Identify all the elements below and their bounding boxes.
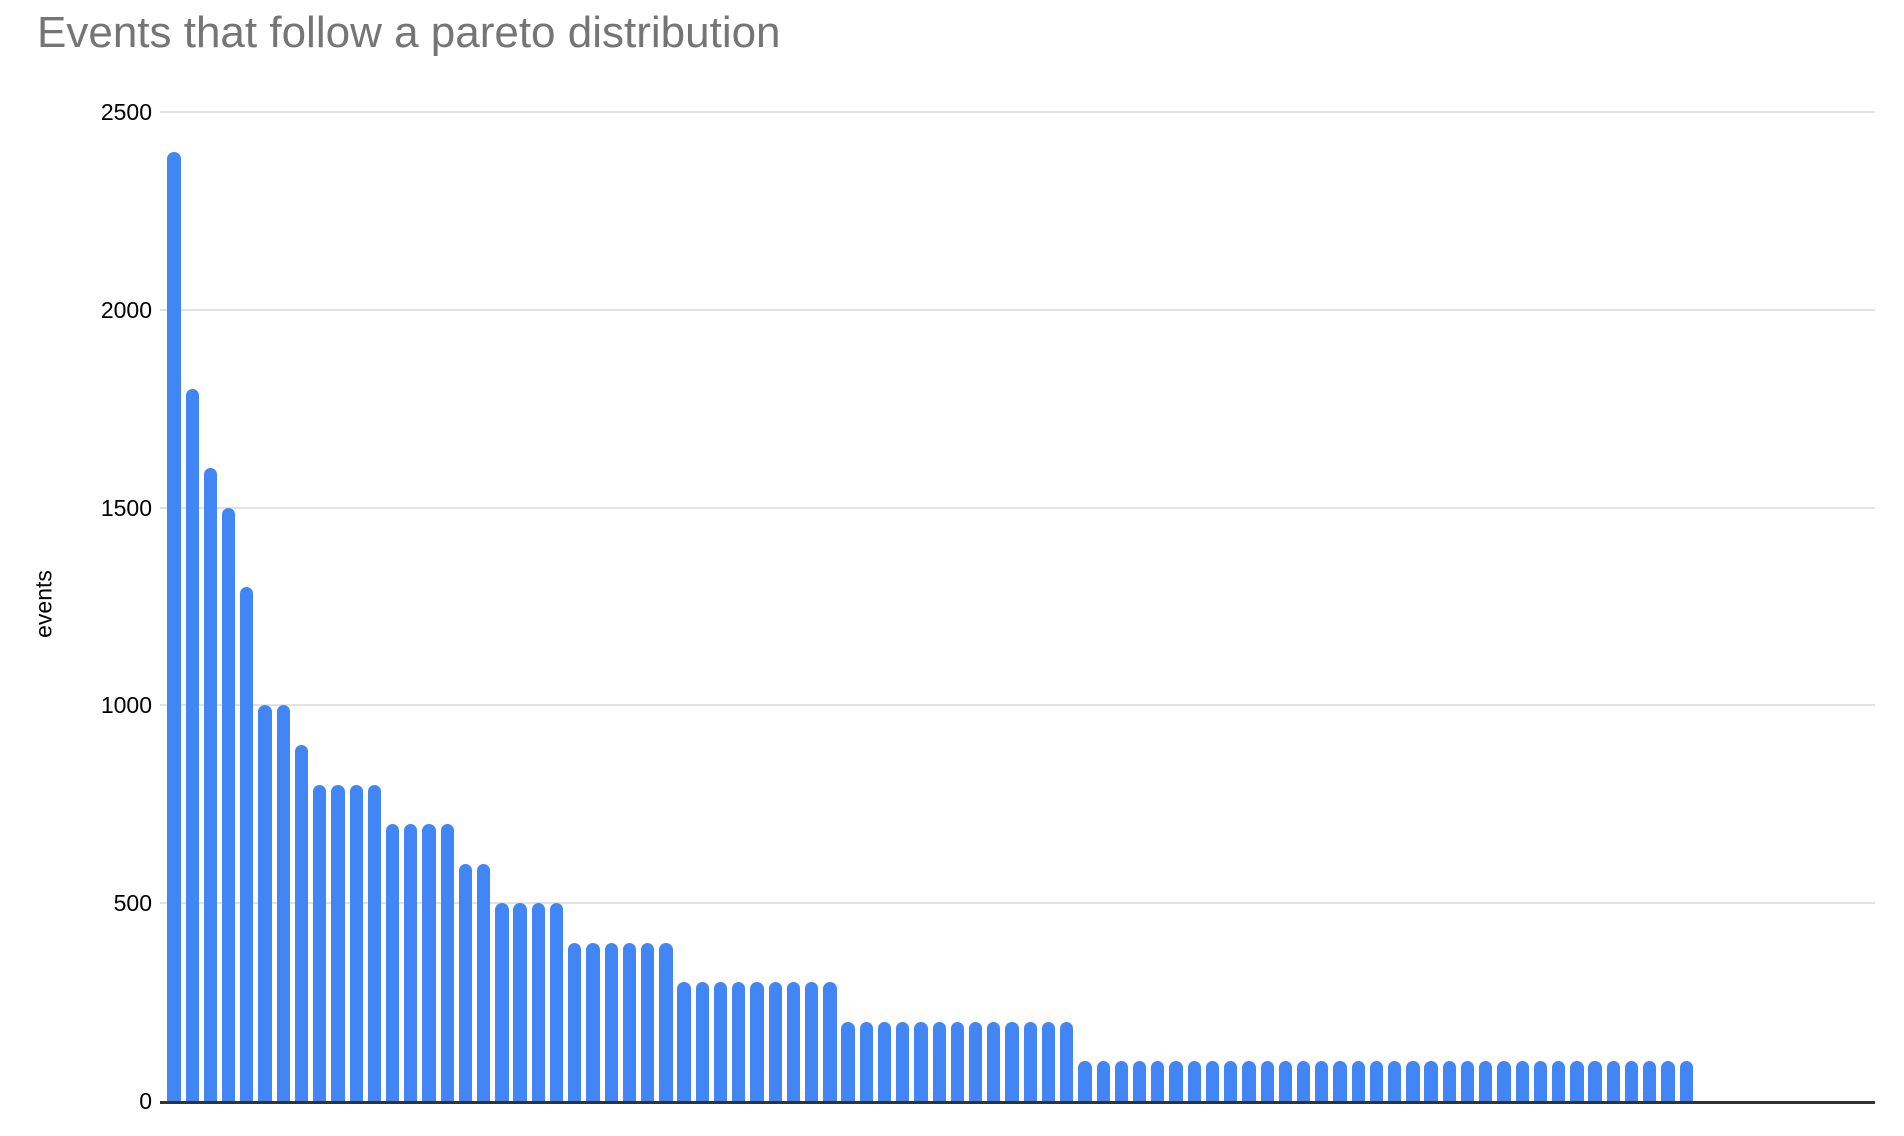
chart-bar[interactable] (968, 1021, 983, 1103)
chart-bar[interactable] (477, 863, 491, 1103)
chart-bar[interactable] (1078, 1061, 1092, 1103)
chart-bar[interactable] (258, 705, 272, 1103)
chart-bar[interactable] (531, 903, 545, 1103)
chart-bar[interactable] (1151, 1061, 1165, 1103)
chart-bar[interactable] (914, 1021, 928, 1103)
chart-bar[interactable] (495, 903, 509, 1103)
chart-bar[interactable] (294, 744, 309, 1103)
gridline (160, 111, 1875, 113)
chart-bar[interactable] (1442, 1061, 1456, 1103)
chart-bar[interactable] (659, 942, 673, 1103)
chart-bar[interactable] (604, 942, 618, 1103)
chart-bar[interactable] (385, 824, 400, 1103)
chart-bar[interactable] (203, 468, 218, 1103)
chart-bar[interactable] (586, 942, 600, 1103)
chart-bar[interactable] (240, 586, 254, 1103)
chart-bar[interactable] (185, 388, 199, 1103)
chart-bar[interactable] (1278, 1061, 1293, 1103)
chart-bar[interactable] (313, 784, 327, 1103)
chart-bar[interactable] (713, 982, 728, 1103)
chart-bar[interactable] (1005, 1021, 1019, 1103)
y-tick-label: 1500 (100, 494, 152, 521)
chart-bar[interactable] (859, 1021, 873, 1103)
chart-bar[interactable] (1643, 1061, 1657, 1103)
chart-bar[interactable] (1333, 1061, 1347, 1103)
chart-bar[interactable] (805, 982, 819, 1103)
chart-bar[interactable] (950, 1021, 965, 1103)
x-axis-line (160, 1101, 1875, 1104)
chart-bar[interactable] (1497, 1061, 1511, 1103)
chart-bar[interactable] (768, 982, 782, 1103)
chart-bar[interactable] (1242, 1061, 1256, 1103)
chart-bar[interactable] (349, 784, 363, 1103)
chart-bar[interactable] (1224, 1061, 1238, 1103)
gridline (160, 704, 1875, 707)
chart-bar[interactable] (549, 903, 564, 1103)
gridline (160, 308, 1875, 311)
chart-bar[interactable] (1205, 1061, 1220, 1103)
chart-bar[interactable] (732, 982, 746, 1103)
chart-bar[interactable] (1023, 1021, 1037, 1103)
chart-bar[interactable] (1169, 1061, 1183, 1103)
chart-bar[interactable] (568, 942, 582, 1103)
chart-bar[interactable] (1041, 1021, 1056, 1103)
chart-bar[interactable] (677, 982, 691, 1103)
chart-bar[interactable] (823, 982, 837, 1103)
chart-bar[interactable] (422, 824, 436, 1103)
chart-bar[interactable] (1552, 1061, 1566, 1103)
y-tick-label: 1000 (100, 692, 152, 719)
y-axis-title: events (30, 570, 57, 638)
chart-bar[interactable] (1588, 1061, 1602, 1103)
chart-bar[interactable] (1296, 1061, 1311, 1103)
chart-bar[interactable] (1114, 1061, 1129, 1103)
chart-bar[interactable] (1351, 1061, 1365, 1103)
chart-bar[interactable] (1315, 1061, 1329, 1103)
chart-bar[interactable] (458, 863, 473, 1103)
chart-bar[interactable] (786, 982, 801, 1103)
chart-bar[interactable] (1260, 1061, 1274, 1103)
chart-bar[interactable] (877, 1021, 892, 1103)
gridline (160, 902, 1875, 905)
chart-bar[interactable] (221, 507, 236, 1103)
chart-bar[interactable] (1424, 1061, 1438, 1103)
chart-bar[interactable] (513, 903, 527, 1103)
chart-bar[interactable] (1661, 1061, 1675, 1103)
gridline (160, 506, 1875, 509)
chart-bar[interactable] (987, 1021, 1001, 1103)
chart-bar[interactable] (1515, 1061, 1529, 1103)
chart-bar[interactable] (276, 705, 290, 1103)
chart-bar[interactable] (1606, 1061, 1620, 1103)
chart-bar[interactable] (404, 824, 418, 1103)
chart-bar[interactable] (1460, 1061, 1475, 1103)
y-tick-label: 0 (139, 1088, 152, 1114)
chart-bar[interactable] (1624, 1061, 1639, 1103)
chart-bar[interactable] (1132, 1061, 1147, 1103)
chart-bar[interactable] (750, 982, 764, 1103)
chart-bar[interactable] (367, 784, 382, 1103)
y-tick-label: 500 (113, 890, 152, 917)
chart-bar[interactable] (1388, 1061, 1402, 1103)
chart-bar[interactable] (896, 1021, 910, 1103)
chart-bar[interactable] (1479, 1061, 1493, 1103)
chart-bar[interactable] (641, 942, 655, 1103)
chart-bar[interactable] (1406, 1061, 1420, 1103)
chart-bar[interactable] (841, 1021, 855, 1103)
chart-title: Events that follow a pareto distribution (37, 8, 781, 57)
chart-bar[interactable] (1570, 1061, 1584, 1103)
chart-bar[interactable] (695, 982, 709, 1103)
chart-bar[interactable] (1533, 1061, 1548, 1103)
chart-bar[interactable] (622, 942, 637, 1103)
y-tick-label: 2500 (100, 99, 152, 125)
chart-bar[interactable] (1679, 1061, 1693, 1103)
chart-bar[interactable] (331, 784, 345, 1103)
chart-bar[interactable] (1096, 1061, 1110, 1103)
chart-bar[interactable] (1369, 1061, 1384, 1103)
chart-bar[interactable] (440, 824, 454, 1103)
chart-bar[interactable] (167, 151, 181, 1103)
y-tick-label: 2000 (100, 296, 152, 323)
chart-bar[interactable] (932, 1021, 946, 1103)
chart-bar[interactable] (1060, 1021, 1074, 1103)
chart-bar[interactable] (1187, 1061, 1201, 1103)
